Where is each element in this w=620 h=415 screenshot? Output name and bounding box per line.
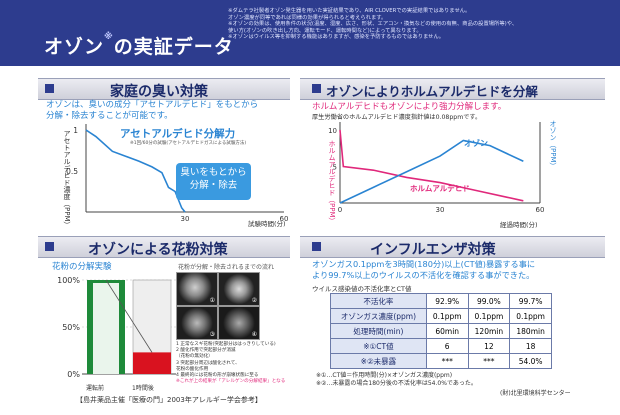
- photo-label: ③: [209, 331, 215, 338]
- x-tick-label: 60: [280, 215, 289, 223]
- influenza-source: (財)北里環境科学センター: [500, 390, 571, 397]
- table-cell: 99.7%: [509, 293, 552, 309]
- photo-label: ②: [251, 297, 257, 304]
- odor-title: 家庭の臭い対策: [110, 84, 208, 100]
- row-label: ※①CT値: [330, 338, 427, 354]
- table-cell: 60min: [425, 323, 469, 339]
- formaldehyde-intro: ホルムアルデヒドもオゾンにより強力分解します。: [312, 102, 507, 112]
- formaldehyde-title: オゾンによりホルムアルデヒドを分解: [326, 84, 538, 99]
- ozone-y-axis-label: オゾン（PPM）: [549, 120, 557, 170]
- bar-label-before: 運転前: [86, 385, 105, 392]
- pollen-photo: ①: [176, 272, 218, 306]
- table-cell: ***: [425, 353, 469, 369]
- influenza-intro-line: オゾンガス0.1ppmを3時間(180分)以上(CT値)暴露する事に: [312, 259, 536, 269]
- odor-x-axis-label: 試験時間(分): [248, 220, 286, 228]
- formaldehyde-x-axis-label: 経過時間(分): [500, 221, 538, 229]
- table-cell: 6: [425, 338, 469, 354]
- influenza-intro-line: より99.7%以上のウイルスの不活化を確認する事ができた。: [312, 270, 535, 280]
- row-label: ※②未暴露: [330, 353, 427, 369]
- formaldehyde-panel-header: オゾンによりホルムアルデヒドを分解: [300, 78, 605, 100]
- table-row: 処理時間(min) 60min 120min 180min: [330, 323, 552, 339]
- influenza-table-caption: ウイルス感染値の不活化率とCT値: [312, 285, 412, 293]
- table-row: ※②未暴露 *** *** 54.0%: [330, 353, 552, 369]
- table-cell: 120min: [467, 323, 511, 339]
- disclaimer-line: ※ダムテラ社製者オゾン発生器を用いた実証結果であり、AIR CLOVERでの実証…: [228, 8, 471, 14]
- callout-line: 臭いをもとから: [180, 167, 247, 178]
- callout-line: 分解・除去: [189, 180, 238, 191]
- y-tick-label: 0.5: [66, 167, 78, 176]
- pollen-step: 花粉の酸化作用: [176, 366, 209, 372]
- influenza-footnotes: ※①…CT値＝作用時間(分)×オゾンガス濃度(ppm) ※②…未暴露の場合180…: [316, 372, 477, 387]
- table-cell: 0.1ppm: [425, 308, 469, 324]
- pollen-step: （花粉の無効化）: [176, 354, 213, 360]
- photo-label: ④: [251, 331, 257, 338]
- table-cell: 0.1ppm: [509, 308, 552, 324]
- bullet-square: [312, 84, 321, 93]
- pollen-photo: ③: [176, 306, 218, 340]
- bullet-square: [45, 242, 54, 251]
- odor-intro-line: オゾンは、臭いの成分「アセトアルデヒド」をもとから: [46, 100, 259, 110]
- bullet-square: [45, 84, 54, 93]
- footnote: ※①…CT値＝作用時間(分)×オゾンガス濃度(ppm): [316, 372, 453, 379]
- odor-intro-line: 分解・除去することが可能です。: [46, 111, 173, 121]
- table-cell: 12: [467, 338, 511, 354]
- row-label: 処理時間(min): [330, 323, 427, 339]
- pollen-photo: ④: [218, 306, 260, 340]
- pollen-step: 2 酸化作用で突起部分が消滅: [176, 348, 236, 354]
- acetaldehyde-line: [85, 129, 186, 213]
- page-title: オゾン※の実証データ: [44, 32, 234, 58]
- ozone-series-label: オゾン: [464, 139, 488, 148]
- odor-callout: 臭いをもとから 分解・除去: [176, 163, 251, 200]
- table-cell: ***: [467, 353, 511, 369]
- table-cell: 54.0%: [509, 353, 552, 369]
- influenza-table: 不活化率 92.9% 99.0% 99.7% オゾンガス濃度(ppm) 0.1ppm 0.1…: [330, 293, 552, 369]
- row-label: 不活化率: [330, 293, 427, 309]
- influenza-intro: オゾンガス0.1ppmを3時間(180分)以上(CT値)暴露する事に より99.…: [312, 259, 535, 281]
- pollen-panel-header: オゾンによる花粉対策: [38, 236, 290, 258]
- table-cell: 180min: [509, 323, 552, 339]
- table-cell: 92.9%: [425, 293, 469, 309]
- pollen-step: 4 最終的には花粉の形が崩壊状態に至る: [176, 373, 259, 379]
- disclaimer-line: 使い方(オゾンの吹き出し方向、運転モード、運転時間など)によって異なります。: [228, 27, 422, 34]
- odor-y-axis-label: アセトアルデヒド濃度（PPM）: [63, 130, 71, 229]
- pollen-chart-title: 花粉の分解実験: [52, 262, 112, 272]
- photo-label: ①: [209, 297, 215, 304]
- bar-label-after: 1時間後: [132, 385, 154, 392]
- x-tick-label: 30: [181, 215, 190, 223]
- influenza-panel-header: インフルエンザ対策: [300, 236, 605, 258]
- formaldehyde-y-axis-label: ホルムアルデヒド（PPM）: [328, 140, 336, 225]
- header-banner: オゾン※の実証データ ※ダムテラ社製者オゾン発生器を用いた実証結果であり、AIR…: [0, 0, 620, 66]
- y-tick-label: 1: [73, 126, 78, 135]
- odor-intro: オゾンは、臭いの成分「アセトアルデヒド」をもとから 分解・除去することが可能です…: [46, 100, 258, 122]
- disclaimer-line: オゾン濃度が同等であれば同様の効果が得られると考えられます。: [228, 14, 387, 21]
- formaldehyde-note: 厚生労働省のホルムアルデヒド濃度指針値は0.08ppmです。: [312, 114, 482, 121]
- table-row: 不活化率 92.9% 99.0% 99.7%: [330, 293, 552, 309]
- footnote: ※②…未暴露の場合180分後の不活化率は54.0%であった。: [316, 379, 477, 387]
- pollen-photo: ②: [218, 272, 260, 306]
- pollen-step: 3 突起部分周辺は酸化されて、: [176, 360, 240, 366]
- disclaimer-notes: ※ダムテラ社製者オゾン発生器を用いた実証結果であり、AIR CLOVERでの実証…: [228, 8, 613, 41]
- formaldehyde-series-label: ホルムアルデヒド: [410, 184, 470, 193]
- table-cell: 18: [509, 338, 552, 354]
- pollen-title: オゾンによる花粉対策: [88, 242, 228, 258]
- table-row: オゾンガス濃度(ppm) 0.1ppm 0.1ppm 0.1ppm: [330, 308, 552, 324]
- pollen-source: 【島井薬品主催「医療の門」2003年アレルギー学会参考】: [76, 396, 262, 404]
- pollen-step: 1 正常なスギ花粉(突起部分ははっきりしている): [176, 342, 276, 347]
- table-cell: 99.0%: [467, 293, 511, 309]
- pollen-photo-caption: 花粉が分解・除去されるまでの流れ: [178, 264, 275, 271]
- pollen-steps: 1 正常なスギ花粉(突起部分ははっきりしている) 2 酸化作用で突起部分が消滅 …: [176, 342, 285, 385]
- pollen-step: ※これが上の結果が「アレルゲンの分解結果」となる: [176, 379, 286, 385]
- table-cell: 0.1ppm: [467, 308, 511, 324]
- influenza-title: インフルエンザ対策: [370, 242, 496, 258]
- odor-chart-note: ※1回/60分の試験(アセトアルデヒドガスによる試験方法): [130, 141, 247, 146]
- bullet-square: [312, 242, 321, 251]
- row-label: オゾンガス濃度(ppm): [330, 308, 427, 324]
- table-row: ※①CT値 6 12 18: [330, 338, 552, 354]
- disclaimer-line: ※オゾンはウイルス等を抑制する機能はありますが、感染を予防するものではありません…: [228, 34, 445, 41]
- odor-panel-header: 家庭の臭い対策: [38, 78, 290, 100]
- odor-chart-title: アセトアルデヒド分解力: [120, 128, 236, 140]
- disclaimer-line: ※オゾンの効果は、使用条件の状況(温度、湿度、広さ、形状、エアコン・換気などの使…: [228, 21, 518, 28]
